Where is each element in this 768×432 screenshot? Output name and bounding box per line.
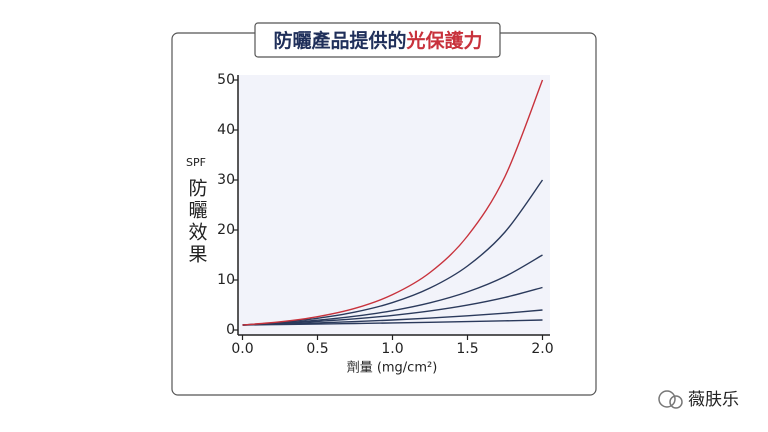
x-tick-label: 1.5 [456, 341, 478, 357]
chart-title: 防曬產品提供的光保護力 [273, 29, 482, 52]
plot-area [238, 75, 550, 335]
line-series [242, 309, 543, 326]
y-tick-label: 30 [217, 172, 235, 188]
watermark-icon [658, 390, 683, 409]
line-series [242, 179, 544, 326]
y-axis-title-top: SPF [186, 156, 206, 169]
title-highlight: 光保護力 [406, 29, 483, 52]
y-axis-title: 防曬效果 [186, 178, 208, 266]
x-tick-label: 2.0 [531, 341, 553, 357]
title-main: 防曬產品提供的 [273, 29, 406, 52]
watermark: 薇肤乐 [688, 390, 739, 410]
x-tick-label: 0.0 [231, 341, 253, 357]
x-tick-label: 0.5 [306, 341, 328, 357]
y-tick-label: 40 [217, 122, 235, 138]
icon-circle [669, 395, 683, 409]
y-tick-label: 0 [226, 322, 235, 338]
line-series [242, 254, 543, 326]
x-tick-label: 1.0 [381, 341, 403, 357]
icon-circle [658, 390, 676, 408]
y-tick-label: 10 [217, 272, 235, 288]
title-box [254, 22, 501, 58]
line-series [242, 79, 544, 326]
y-tick-label: 20 [217, 222, 235, 238]
x-axis-title: 劑量 (mg/cm²) [347, 360, 438, 376]
y-tick-label: 50 [217, 72, 235, 88]
